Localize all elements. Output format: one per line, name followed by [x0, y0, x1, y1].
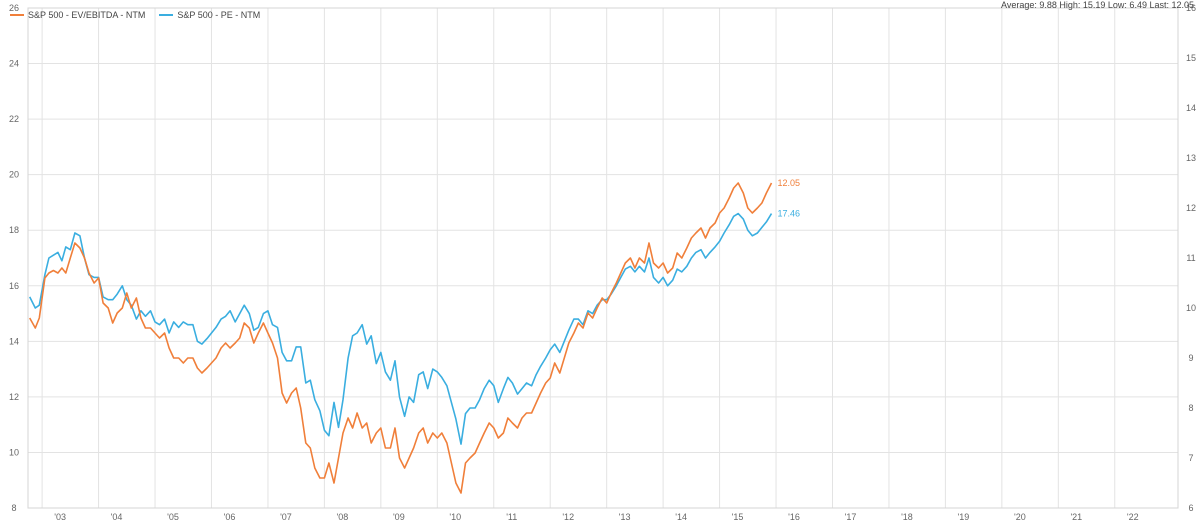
y-right-tick-label: 12: [1186, 203, 1196, 213]
y-left-tick-label: 10: [9, 447, 19, 457]
legend-item-ev-ebitda[interactable]: S&P 500 - EV/EBITDA - NTM: [10, 10, 145, 20]
y-left-tick-label: 8: [11, 503, 16, 513]
y-right-tick-label: 6: [1188, 503, 1193, 513]
plot-frame: [27, 7, 1179, 509]
x-tick-label: '07: [280, 512, 292, 522]
x-tick-label: '10: [449, 512, 461, 522]
legend-swatch-pe: [159, 14, 174, 16]
x-tick-label: '22: [1127, 512, 1139, 522]
y-right-tick-label: 13: [1186, 153, 1196, 163]
x-tick-label: '16: [788, 512, 800, 522]
x-tick-label: '20: [1014, 512, 1026, 522]
y-left-tick-label: 18: [9, 225, 19, 235]
x-tick-label: '05: [167, 512, 179, 522]
x-tick-label: '12: [562, 512, 574, 522]
x-tick-label: '11: [506, 512, 517, 522]
y-left-tick-label: 22: [9, 114, 19, 124]
x-tick-label: '14: [675, 512, 687, 522]
last-value-label-s-p-500-ev-ebitda-ntm: 12.05: [778, 178, 801, 188]
x-tick-label: '06: [224, 512, 236, 522]
x-tick-label: '17: [845, 512, 857, 522]
x-tick-label: '13: [619, 512, 631, 522]
y-left-tick-label: 26: [9, 3, 19, 13]
y-right-tick-label: 11: [1186, 253, 1195, 263]
x-tick-label: '18: [901, 512, 913, 522]
legend: S&P 500 - EV/EBITDA - NTM S&P 500 - PE -…: [10, 10, 260, 20]
x-tick-label: '21: [1070, 512, 1082, 522]
x-tick-label: '08: [337, 512, 349, 522]
y-right-tick-label: 15: [1186, 53, 1196, 63]
y-left-tick-label: 16: [9, 281, 19, 291]
y-right-tick-label: 10: [1186, 303, 1196, 313]
legend-item-pe[interactable]: S&P 500 - PE - NTM: [159, 10, 260, 20]
y-left-tick-label: 24: [9, 59, 19, 69]
x-tick-label: '15: [732, 512, 744, 522]
legend-swatch-ev-ebitda: [10, 14, 24, 16]
y-right-tick-label: 8: [1188, 403, 1193, 413]
y-right-tick-label: 7: [1188, 453, 1193, 463]
x-tick-label: '04: [111, 512, 123, 522]
legend-label-pe: S&P 500 - PE - NTM: [177, 10, 261, 20]
x-tick-label: '19: [958, 512, 970, 522]
x-tick-label: '09: [393, 512, 405, 522]
y-right-tick-label: 14: [1186, 103, 1196, 113]
last-value-label-s-p-500-pe-ntm: 17.46: [778, 209, 801, 219]
summary-stats: Average: 9.88 High: 15.19 Low: 6.49 Last…: [1001, 0, 1194, 10]
series-line-s-p-500-ev-ebitda-ntm: [29, 182, 773, 494]
series-line-s-p-500-pe-ntm: [28, 212, 773, 445]
x-tick-label: '03: [54, 512, 66, 522]
y-right-tick-label: 9: [1188, 353, 1193, 363]
y-left-tick-label: 20: [9, 170, 19, 180]
legend-label-ev-ebitda: S&P 500 - EV/EBITDA - NTM: [28, 10, 146, 20]
y-left-tick-label: 12: [9, 392, 19, 402]
y-left-tick-label: 14: [9, 336, 19, 346]
y-right-tick-label: 16: [1186, 3, 1196, 13]
